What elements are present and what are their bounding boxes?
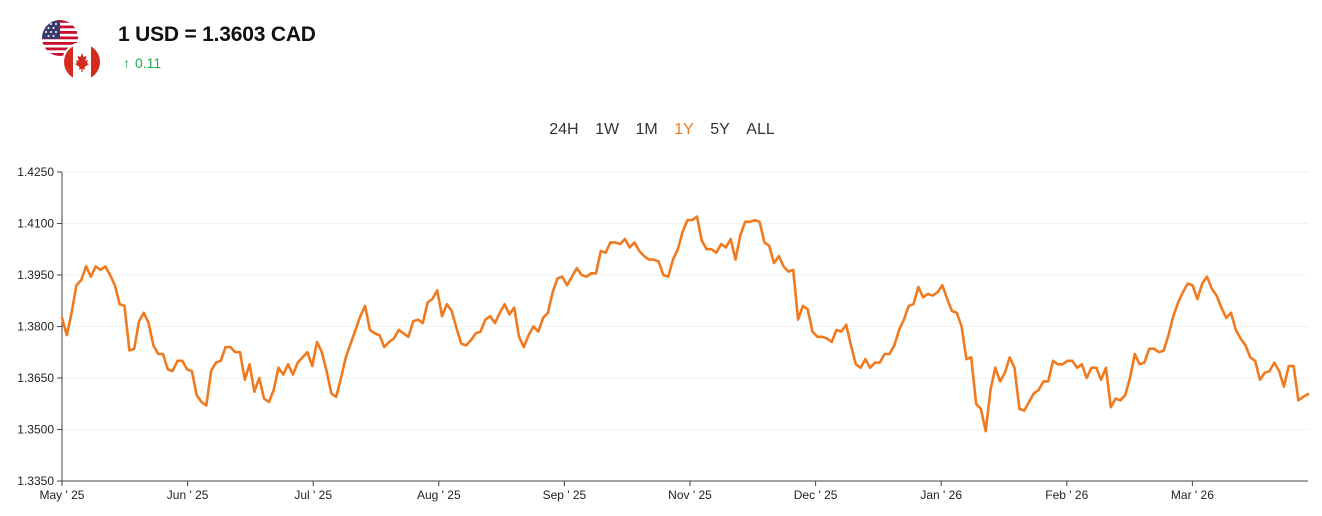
x-tick-label: Jun ' 25: [167, 488, 209, 502]
y-tick-label: 1.3950: [17, 268, 54, 282]
range-button-1w[interactable]: 1W: [595, 121, 620, 138]
time-range-selector: 24H 1W 1M 1Y 5Y ALL: [0, 121, 1322, 139]
x-tick-label: Aug ' 25: [417, 488, 461, 502]
currency-pair-flags: [40, 18, 106, 80]
y-tick-label: 1.3650: [17, 371, 54, 385]
y-tick-label: 1.3500: [17, 423, 54, 437]
canada-flag-icon: [64, 44, 100, 80]
y-tick-label: 1.4250: [17, 165, 54, 179]
x-tick-label: Sep ' 25: [543, 488, 587, 502]
rate-change: ↑ 0.11: [123, 55, 161, 71]
range-button-1m[interactable]: 1M: [635, 121, 658, 138]
x-tick-label: Jul ' 25: [294, 488, 332, 502]
us-flag-icon: [42, 20, 78, 56]
range-button-1y[interactable]: 1Y: [674, 121, 694, 138]
series-line: [60, 215, 1310, 433]
rate-change-value: 0.11: [135, 55, 162, 71]
x-tick-label: May ' 25: [40, 488, 85, 502]
x-tick-label: Nov ' 25: [668, 488, 712, 502]
x-tick-label: Mar ' 26: [1171, 488, 1214, 502]
range-button-24h[interactable]: 24H: [549, 121, 579, 138]
x-tick-label: Dec ' 25: [794, 488, 838, 502]
arrow-up-icon: ↑: [123, 55, 130, 71]
y-tick-label: 1.3800: [17, 320, 54, 334]
range-button-all[interactable]: ALL: [746, 121, 775, 138]
x-tick-label: Feb ' 26: [1045, 488, 1088, 502]
range-button-5y[interactable]: 5Y: [710, 121, 730, 138]
exchange-rate-title: 1 USD = 1.3603 CAD: [118, 23, 316, 46]
x-tick-label: Jan ' 26: [920, 488, 962, 502]
exchange-rate-chart: 1.3350 1.3500 1.3650 1.3800 1.3950 1.4100 1.42…: [17, 165, 1310, 502]
y-tick-label: 1.4100: [17, 217, 54, 231]
y-tick-label: 1.3350: [17, 474, 54, 488]
